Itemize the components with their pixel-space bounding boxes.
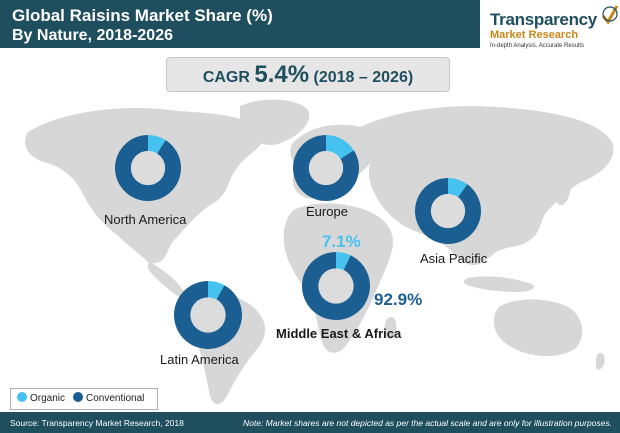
- donut-hole-north-america: [130, 150, 166, 186]
- chart-subtitle: By Nature, 2018-2026: [12, 27, 173, 44]
- donut-europe: [292, 135, 359, 201]
- donut-latin-america: [173, 281, 242, 349]
- logo-tagline: In-depth Analysis. Accurate Results: [490, 43, 585, 49]
- cagr-box: CAGR 5.4% (2018 – 2026): [166, 57, 450, 92]
- donut-chart-layer: [114, 135, 482, 349]
- cagr-value: 5.4%: [254, 61, 310, 88]
- cagr-period: (2018 – 2026): [313, 69, 414, 86]
- conventional-percentage-label: 92.9%: [374, 290, 423, 309]
- company-logo: Transparency Market Research In-depth An…: [480, 0, 620, 56]
- cagr-label: CAGR: [202, 69, 250, 86]
- donut-hole-asia-pacific: [430, 193, 466, 229]
- indonesia-landmass: [463, 276, 535, 292]
- region-label-europe: Europe: [306, 204, 348, 219]
- conventional-swatch: [73, 392, 83, 402]
- donut-middle-east-africa: [301, 252, 370, 320]
- checkmark-icon: [602, 5, 618, 25]
- source-note: Source: Transparency Market Research, 20…: [10, 418, 184, 428]
- new-zealand-landmass: [596, 352, 605, 370]
- region-label-middle-east-africa: Middle East & Africa: [276, 326, 402, 341]
- legend-item-organic: Organic: [17, 392, 65, 406]
- region-label-latin-america: Latin America: [160, 352, 239, 367]
- madagascar-landmass: [384, 316, 397, 340]
- donut-asia-pacific: [415, 178, 482, 244]
- legend-label-organic: Organic: [30, 393, 66, 404]
- legend-label-conventional: Conventional: [86, 393, 145, 404]
- central-america-landmass: [147, 262, 192, 302]
- australia-landmass: [494, 299, 583, 357]
- world-map: [25, 99, 614, 405]
- asia-landmass: [350, 106, 614, 266]
- footer-bar: Source: Transparency Market Research, 20…: [0, 412, 620, 433]
- japan-landmass: [556, 178, 571, 206]
- logo-name: Transparency: [490, 10, 597, 29]
- region-label-asia-pacific: Asia Pacific: [420, 251, 488, 266]
- disclaimer-note: Note: Market shares are not depicted as …: [242, 418, 612, 428]
- organic-swatch: [17, 392, 27, 402]
- region-label-north-america: North America: [104, 212, 187, 227]
- logo-subname: Market Research: [490, 29, 579, 41]
- legend: Organic Conventional: [10, 388, 158, 410]
- donut-north-america: [114, 135, 181, 201]
- organic-percentage-label: 7.1%: [322, 232, 361, 251]
- chart-title: Global Raisins Market Share (%): [12, 6, 273, 25]
- greenland-landmass: [240, 99, 310, 145]
- legend-item-conventional: Conventional: [73, 392, 144, 406]
- donut-hole-europe: [308, 150, 344, 186]
- donut-hole-latin-america: [190, 297, 226, 333]
- donut-hole-middle-east-africa: [318, 268, 354, 304]
